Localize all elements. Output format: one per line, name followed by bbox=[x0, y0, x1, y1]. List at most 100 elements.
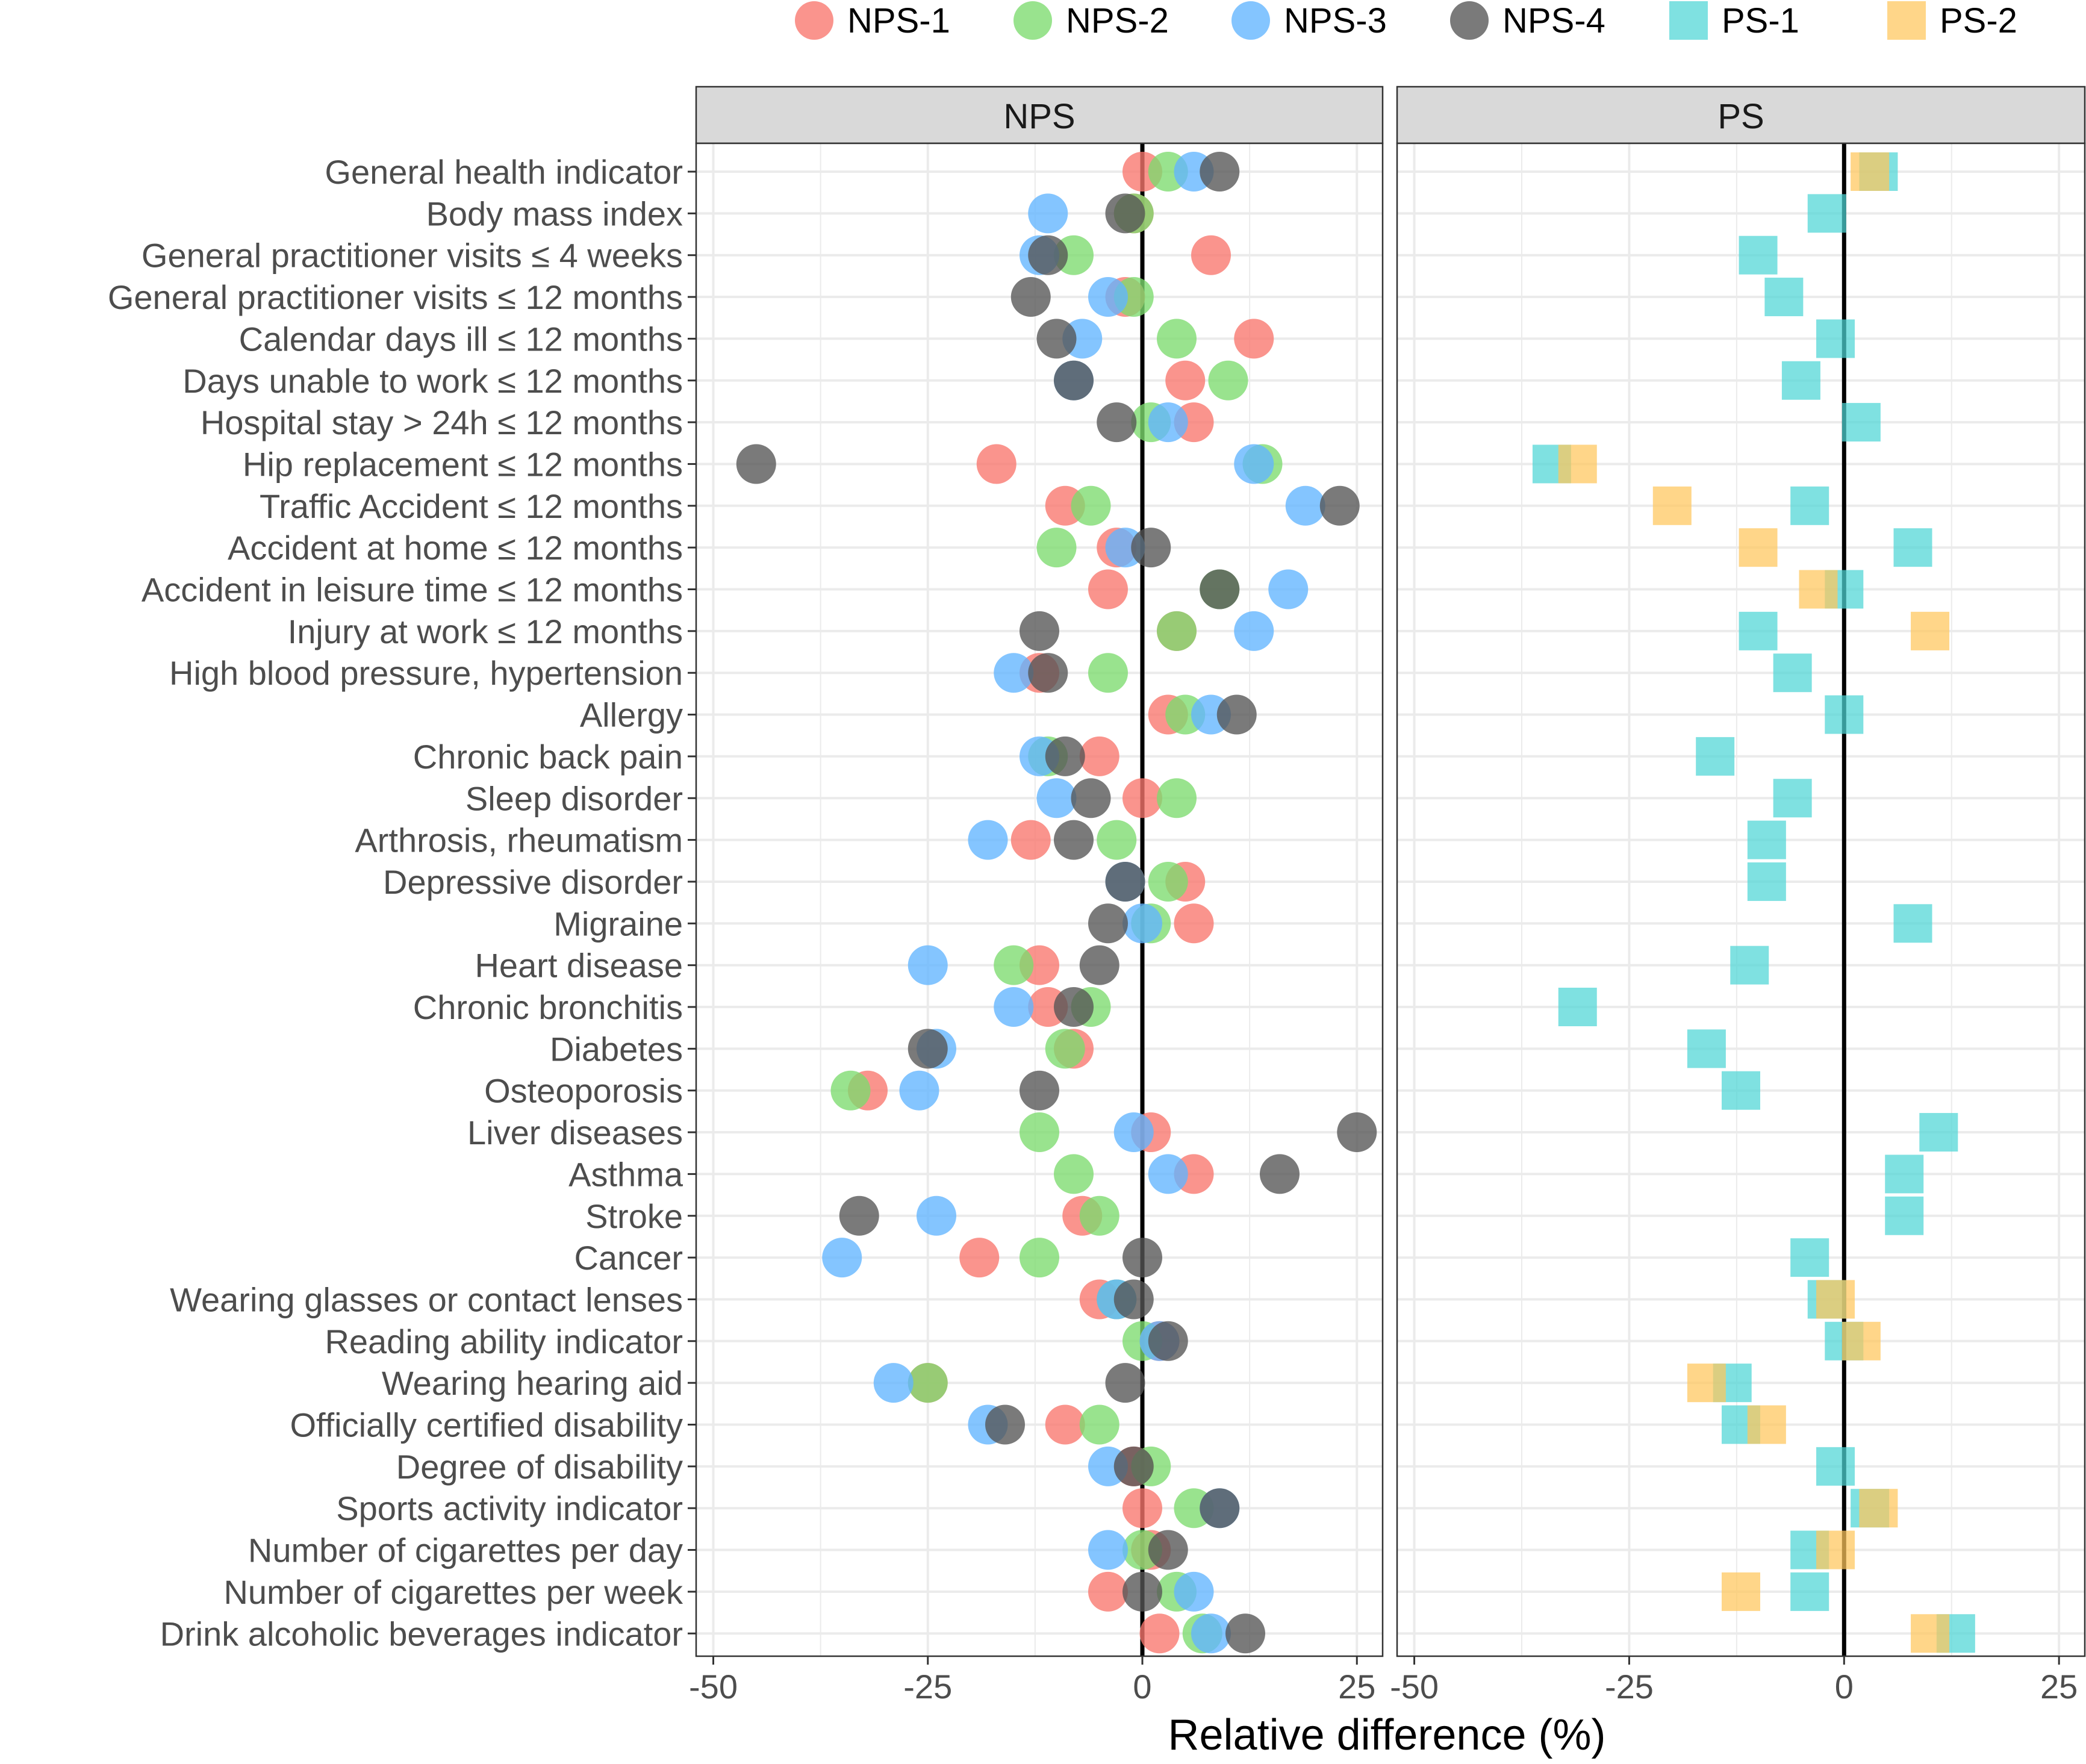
category-label: Chronic back pain bbox=[413, 738, 683, 776]
x-tick-label: -25 bbox=[903, 1668, 952, 1706]
point-nps-4 bbox=[985, 1404, 1025, 1445]
point-nps-4 bbox=[1071, 778, 1111, 818]
point-nps-4 bbox=[1200, 152, 1240, 192]
point-nps-4 bbox=[1319, 485, 1360, 526]
point-nps-3 bbox=[1234, 611, 1274, 651]
point-ps-1 bbox=[1825, 695, 1864, 734]
point-nps-1 bbox=[976, 444, 1017, 484]
point-nps-4 bbox=[1010, 277, 1051, 317]
point-nps-3 bbox=[994, 653, 1034, 693]
point-ps-1 bbox=[1722, 1071, 1760, 1110]
point-nps-1 bbox=[1010, 820, 1051, 860]
legend-item-nps-1: NPS-1 bbox=[795, 1, 950, 40]
point-nps-3 bbox=[994, 987, 1034, 1027]
point-nps-2 bbox=[1020, 1112, 1059, 1153]
point-nps-3 bbox=[1113, 1112, 1154, 1153]
point-nps-3 bbox=[908, 945, 948, 985]
point-nps-3 bbox=[1088, 277, 1128, 317]
point-ps-2 bbox=[1851, 152, 1890, 191]
point-ps-2 bbox=[1842, 1321, 1881, 1360]
strip-header bbox=[1396, 86, 2086, 145]
point-nps-1 bbox=[1122, 778, 1162, 818]
point-nps-2 bbox=[1097, 820, 1137, 860]
x-axis: -50 -25 0 25 bbox=[1390, 1656, 2078, 1706]
legend-item-nps-4: NPS-4 bbox=[1450, 1, 1605, 40]
point-nps-2 bbox=[1020, 1238, 1059, 1278]
legend-key bbox=[1669, 1, 1708, 40]
category-label: Reading ability indicator bbox=[325, 1323, 683, 1360]
point-nps-4 bbox=[1105, 193, 1145, 234]
point-nps-4 bbox=[1054, 360, 1094, 400]
point-nps-2 bbox=[1148, 861, 1188, 902]
legend-key bbox=[1013, 1, 1052, 40]
point-ps-1 bbox=[1558, 988, 1597, 1026]
point-nps-4 bbox=[736, 444, 776, 484]
point-nps-4 bbox=[1020, 1070, 1059, 1111]
point-ps-2 bbox=[1722, 1572, 1760, 1611]
x-tick-label: 0 bbox=[1835, 1668, 1854, 1706]
point-ps-1 bbox=[1885, 1155, 1924, 1194]
point-ps-1 bbox=[1747, 862, 1786, 901]
point-ps-2 bbox=[1859, 1489, 1898, 1528]
point-nps-4 bbox=[1122, 1238, 1162, 1278]
point-ps-1 bbox=[1885, 1196, 1924, 1235]
point-ps-1 bbox=[1781, 361, 1820, 400]
point-ps-1 bbox=[1919, 1113, 1958, 1152]
point-nps-3 bbox=[1268, 569, 1309, 609]
point-ps-2 bbox=[1911, 611, 1950, 650]
category-label: Number of cigarettes per day bbox=[248, 1532, 683, 1569]
point-ps-2 bbox=[1652, 486, 1692, 525]
point-nps-3 bbox=[1122, 903, 1162, 944]
x-axis-title: Relative difference (%) bbox=[1168, 1711, 1606, 1759]
point-nps-3 bbox=[899, 1070, 939, 1111]
point-ps-1 bbox=[1807, 194, 1846, 233]
category-label: Osteoporosis bbox=[484, 1072, 683, 1110]
category-label: Stroke bbox=[585, 1197, 683, 1235]
point-nps-3 bbox=[1148, 1154, 1188, 1194]
point-nps-4 bbox=[1105, 861, 1145, 902]
point-nps-2 bbox=[830, 1070, 871, 1111]
category-label: Depressive disorder bbox=[383, 863, 683, 901]
point-ps-2 bbox=[1799, 570, 1838, 609]
point-nps-3 bbox=[1088, 1530, 1128, 1570]
point-nps-1 bbox=[1088, 1571, 1128, 1612]
point-nps-4 bbox=[1054, 820, 1094, 860]
point-ps-1 bbox=[1893, 904, 1932, 943]
x-tick-label: -50 bbox=[1390, 1668, 1439, 1706]
point-ps-2 bbox=[1687, 1364, 1726, 1403]
category-label: Days unable to work ≤ 12 months bbox=[182, 362, 683, 400]
point-nps-3 bbox=[1036, 778, 1077, 818]
legend-label: PS-1 bbox=[1722, 1, 1799, 40]
point-ps-2 bbox=[1911, 1614, 1950, 1653]
point-ps-2 bbox=[1747, 1405, 1786, 1444]
x-tick-label: 0 bbox=[1133, 1668, 1151, 1706]
point-nps-4 bbox=[1200, 1488, 1240, 1529]
legend-label: PS-2 bbox=[1940, 1, 2017, 40]
category-label: Diabetes bbox=[550, 1030, 683, 1068]
point-ps-1 bbox=[1739, 611, 1778, 650]
point-ps-1 bbox=[1816, 319, 1855, 358]
point-nps-4 bbox=[1113, 1446, 1154, 1486]
point-nps-2 bbox=[1157, 319, 1197, 359]
category-label: General practitioner visits ≤ 4 weeks bbox=[142, 237, 683, 275]
point-nps-4 bbox=[1200, 569, 1240, 609]
category-label: Heart disease bbox=[475, 947, 683, 985]
legend-key bbox=[1887, 1, 1926, 40]
point-nps-4 bbox=[1225, 1613, 1265, 1654]
point-nps-3 bbox=[1148, 402, 1188, 443]
point-nps-1 bbox=[1122, 1488, 1162, 1529]
point-nps-4 bbox=[839, 1195, 879, 1236]
category-label: Liver diseases bbox=[467, 1114, 683, 1152]
point-nps-2 bbox=[1208, 360, 1248, 400]
category-label: Migraine bbox=[553, 905, 683, 943]
point-nps-4 bbox=[1028, 653, 1068, 693]
category-label: Arthrosis, rheumatism bbox=[355, 821, 683, 859]
point-nps-3 bbox=[1285, 485, 1325, 526]
point-nps-4 bbox=[1088, 903, 1128, 944]
point-nps-4 bbox=[1036, 319, 1077, 359]
point-nps-3 bbox=[1174, 1571, 1214, 1612]
legend-key bbox=[1231, 1, 1270, 40]
point-nps-3 bbox=[873, 1363, 914, 1403]
category-label: Chronic bronchitis bbox=[413, 988, 683, 1026]
